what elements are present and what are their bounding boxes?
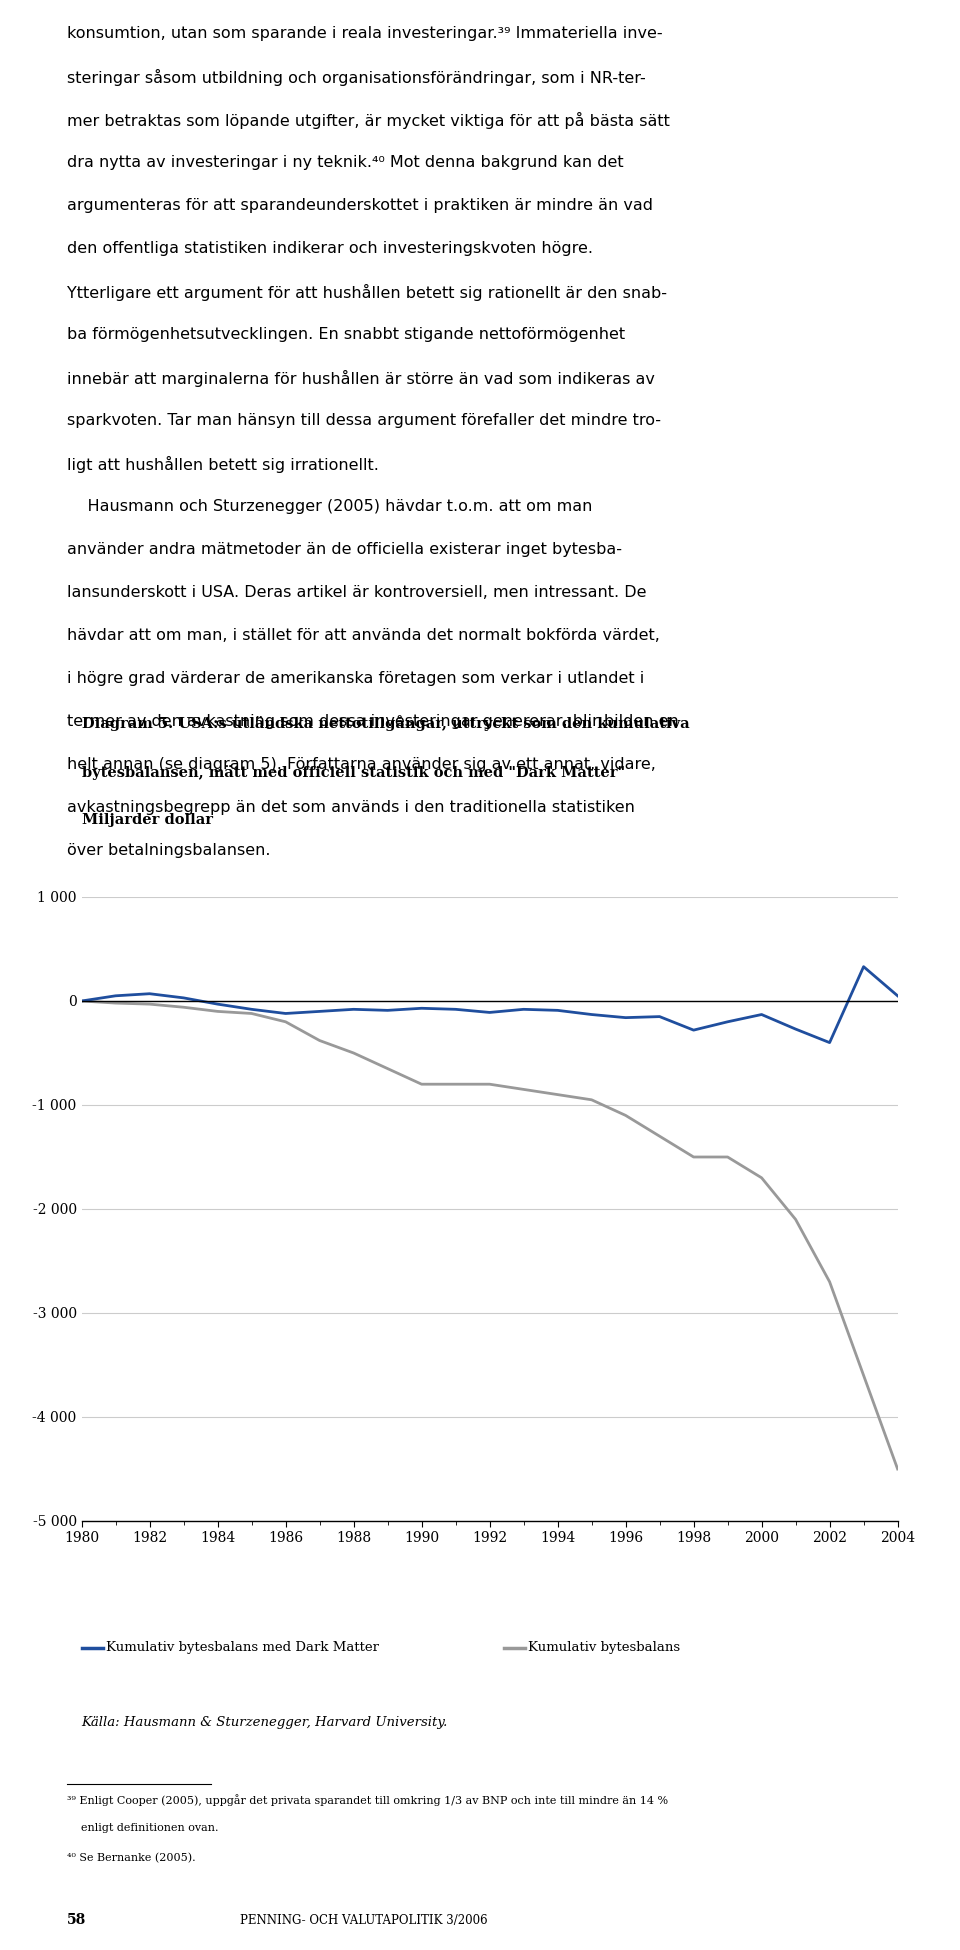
- Text: termer av den avkastning som dessa investeringar genererar, blir bilden en: termer av den avkastning som dessa inves…: [67, 714, 679, 729]
- Text: enligt definitionen ovan.: enligt definitionen ovan.: [67, 1823, 219, 1833]
- Text: ba förmögenhetsutvecklingen. En snabbt stigande nettoförmögenhet: ba förmögenhetsutvecklingen. En snabbt s…: [67, 328, 625, 343]
- Text: hävdar att om man, i stället för att använda det normalt bokförda värdet,: hävdar att om man, i stället för att anv…: [67, 628, 660, 644]
- Text: över betalningsbalansen.: över betalningsbalansen.: [67, 842, 271, 858]
- Text: 58: 58: [67, 1913, 86, 1927]
- Text: Diagram 5. USA:s utländska nettotillgångar, uttryckt som den kumulativa: Diagram 5. USA:s utländska nettotillgång…: [82, 716, 689, 731]
- Text: argumenteras för att sparandeunderskottet i praktiken är mindre än vad: argumenteras för att sparandeunderskotte…: [67, 199, 653, 213]
- Text: mer betraktas som löpande utgifter, är mycket viktiga för att på bästa sätt: mer betraktas som löpande utgifter, är m…: [67, 113, 670, 129]
- Text: avkastningsbegrepp än det som används i den traditionella statistiken: avkastningsbegrepp än det som används i …: [67, 800, 636, 815]
- Text: helt annan (se diagram 5). Författarna använder sig av ett annat, vidare,: helt annan (se diagram 5). Författarna a…: [67, 757, 656, 772]
- Text: ⁴⁰ Se Bernanke (2005).: ⁴⁰ Se Bernanke (2005).: [67, 1852, 196, 1862]
- Text: ligt att hushållen betett sig irrationellt.: ligt att hushållen betett sig irrationel…: [67, 456, 379, 474]
- Text: Källa: Hausmann & Sturzenegger, Harvard University.: Källa: Hausmann & Sturzenegger, Harvard …: [82, 1716, 448, 1730]
- Text: sparkvoten. Tar man hänsyn till dessa argument förefaller det mindre tro-: sparkvoten. Tar man hänsyn till dessa ar…: [67, 413, 661, 429]
- Text: bytesbalansen, mätt med officiell statistik och med "Dark Matter": bytesbalansen, mätt med officiell statis…: [82, 764, 625, 780]
- Text: Hausmann och Sturzenegger (2005) hävdar t.o.m. att om man: Hausmann och Sturzenegger (2005) hävdar …: [67, 499, 592, 515]
- Text: steringar såsom utbildning och organisationsförändringar, som i NR-ter-: steringar såsom utbildning och organisat…: [67, 70, 646, 86]
- Text: den offentliga statistiken indikerar och investeringskvoten högre.: den offentliga statistiken indikerar och…: [67, 242, 593, 255]
- Text: konsumtion, utan som sparande i reala investeringar.³⁹ Immateriella inve-: konsumtion, utan som sparande i reala in…: [67, 27, 662, 41]
- Text: lansunderskott i USA. Deras artikel är kontroversiell, men intressant. De: lansunderskott i USA. Deras artikel är k…: [67, 585, 647, 601]
- Text: dra nytta av investeringar i ny teknik.⁴⁰ Mot denna bakgrund kan det: dra nytta av investeringar i ny teknik.⁴…: [67, 156, 624, 170]
- Text: Ytterligare ett argument för att hushållen betett sig rationellt är den snab-: Ytterligare ett argument för att hushåll…: [67, 285, 667, 302]
- Text: använder andra mätmetoder än de officiella existerar inget bytesba-: använder andra mätmetoder än de officiel…: [67, 542, 622, 558]
- Text: Kumulativ bytesbalans: Kumulativ bytesbalans: [528, 1642, 680, 1654]
- Text: ³⁹ Enligt Cooper (2005), uppgår det privata sparandet till omkring 1/3 av BNP oc: ³⁹ Enligt Cooper (2005), uppgår det priv…: [67, 1794, 668, 1806]
- Text: i högre grad värderar de amerikanska företagen som verkar i utlandet i: i högre grad värderar de amerikanska för…: [67, 671, 644, 686]
- Text: innebär att marginalerna för hushållen är större än vad som indikeras av: innebär att marginalerna för hushållen ä…: [67, 370, 655, 388]
- Text: PENNING- OCH VALUTAPOLITIK 3/2006: PENNING- OCH VALUTAPOLITIK 3/2006: [240, 1913, 488, 1927]
- Text: Miljarder dollar: Miljarder dollar: [82, 813, 212, 827]
- Text: Kumulativ bytesbalans med Dark Matter: Kumulativ bytesbalans med Dark Matter: [106, 1642, 378, 1654]
